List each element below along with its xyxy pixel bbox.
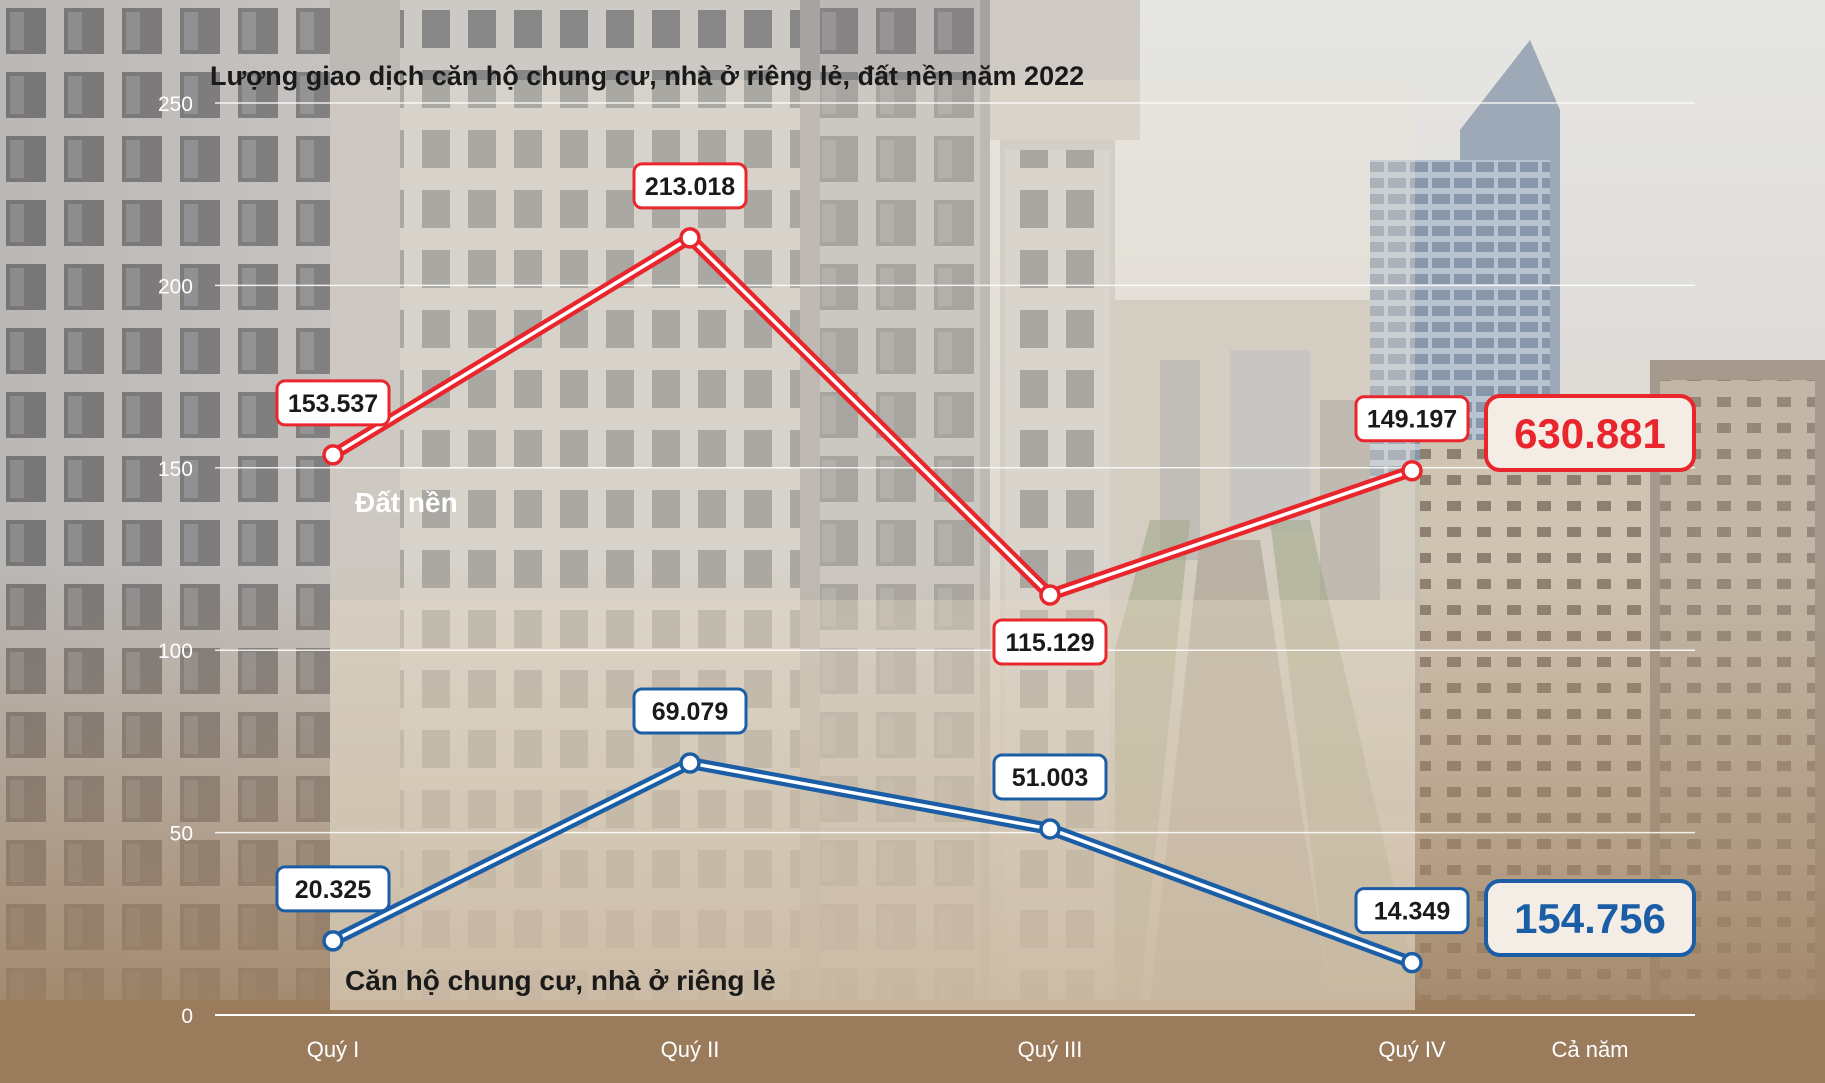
data-label-box <box>1354 395 1470 443</box>
series-layer: 153.537 213.018 115.129 149.197 630.881 20.32… <box>275 162 1696 974</box>
data-label-text: 14.349 <box>1374 898 1450 926</box>
y-tick-0: 0 <box>181 1005 193 1028</box>
series-line-inner <box>331 236 1414 597</box>
data-label-text: 153.537 <box>288 390 378 418</box>
x-tick-label-ca-nam: Cả năm <box>1551 1037 1628 1062</box>
data-label-box <box>275 379 391 427</box>
data-label: 115.129 <box>992 618 1108 666</box>
series-name-dat-nen: Đất nền <box>355 487 458 518</box>
data-label-box <box>992 753 1108 801</box>
series-line-outer <box>327 231 1418 602</box>
data-label: 20.325 <box>275 865 391 913</box>
data-label: 149.197 <box>1354 395 1470 443</box>
data-label-text: 213.018 <box>645 173 735 201</box>
data-label: 51.003 <box>992 753 1108 801</box>
data-label: 69.079 <box>632 687 748 735</box>
data-label-text: 149.197 <box>1367 406 1457 434</box>
data-label-box <box>1354 887 1470 935</box>
series-1: 20.325 69.079 51.003 14.349 154.756 <box>275 687 1696 974</box>
data-label: 153.537 <box>275 379 391 427</box>
series-line-outer <box>327 757 1418 969</box>
series-line-inner <box>331 761 1414 965</box>
x-axis-ticks: Quý I Quý II Quý III Quý IV Cả năm <box>307 1037 1629 1062</box>
total-label: 630.881 <box>1484 394 1696 472</box>
gridlines <box>215 102 1695 1016</box>
x-tick-label: Quý II <box>661 1037 720 1062</box>
data-point <box>322 930 344 952</box>
total-label-text: 154.756 <box>1514 895 1666 942</box>
data-point <box>1401 459 1423 482</box>
data-point <box>1039 584 1061 606</box>
data-point <box>1401 951 1423 974</box>
y-axis-ticks: 0 50 100 150 200 250 <box>158 93 193 1028</box>
y-tick-250: 250 <box>158 93 193 116</box>
total-label-box <box>1484 394 1696 472</box>
data-point <box>679 752 701 774</box>
data-label: 14.349 <box>1354 887 1470 935</box>
y-tick-150: 150 <box>158 458 193 481</box>
data-label-text: 51.003 <box>1012 764 1088 792</box>
total-label-text: 630.881 <box>1514 410 1666 457</box>
x-tick-label: Quý I <box>307 1037 360 1062</box>
y-tick-100: 100 <box>158 640 193 663</box>
total-label: 154.756 <box>1484 879 1696 957</box>
data-label-box <box>275 865 391 913</box>
y-tick-50: 50 <box>170 823 193 846</box>
series-0: 153.537 213.018 115.129 149.197 630.881 <box>275 162 1696 666</box>
y-tick-200: 200 <box>158 275 193 298</box>
series-name-can-ho: Căn hộ chung cư, nhà ở riêng lẻ <box>345 965 776 996</box>
data-point <box>322 444 344 466</box>
data-label-box <box>632 687 748 735</box>
data-label-box <box>992 618 1108 666</box>
x-tick-label: Quý III <box>1018 1037 1083 1062</box>
total-label-box <box>1484 879 1696 957</box>
data-point <box>679 227 701 249</box>
data-label-box <box>632 162 748 210</box>
data-label-text: 115.129 <box>1006 629 1095 657</box>
data-label-text: 69.079 <box>652 698 728 726</box>
data-label: 213.018 <box>632 162 748 210</box>
data-label-text: 20.325 <box>295 876 372 904</box>
x-tick-label: Quý IV <box>1378 1037 1446 1062</box>
data-point <box>1039 818 1061 840</box>
chart-title: Lượng giao dịch căn hộ chung cư, nhà ở r… <box>210 61 1084 91</box>
